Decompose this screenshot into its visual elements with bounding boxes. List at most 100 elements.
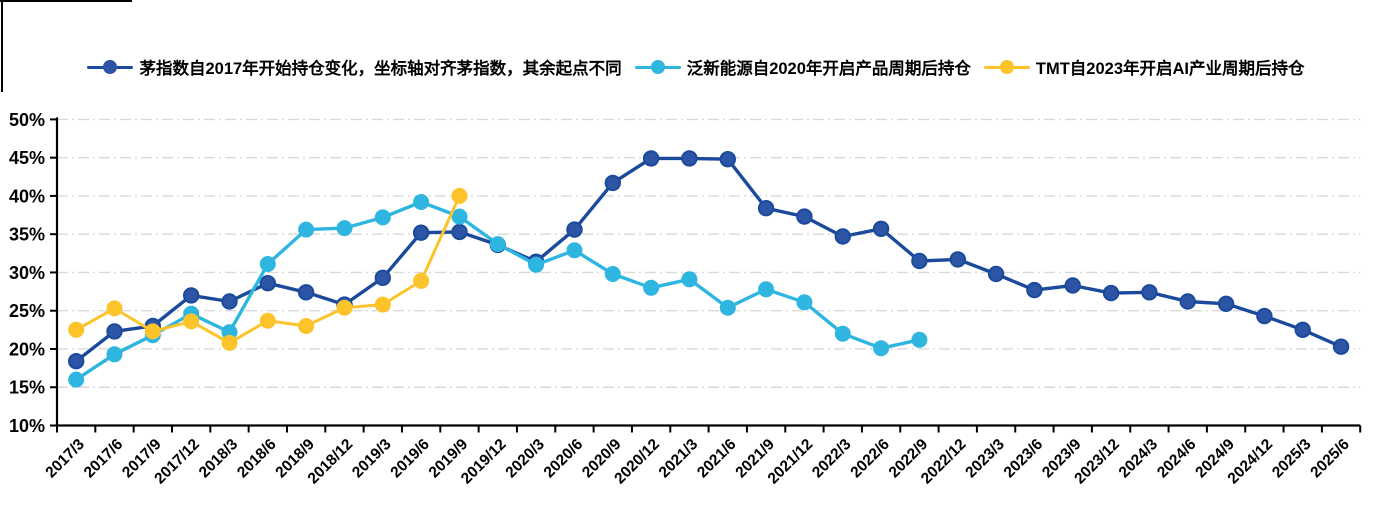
data-point: [1256, 307, 1273, 325]
data-point: [106, 300, 123, 317]
data-point: [796, 208, 813, 225]
data-point: [259, 275, 276, 292]
figure-border-top: [0, 0, 132, 2]
data-point: [489, 236, 506, 253]
data-point: [1026, 281, 1043, 299]
data-point: [68, 353, 85, 370]
series-1: [68, 194, 928, 388]
series-2: [68, 187, 468, 351]
data-point: [1217, 295, 1235, 312]
legend-marker-tmt-icon: [983, 60, 1030, 75]
data-point: [872, 220, 890, 238]
x-tick-label: 2021/6: [694, 436, 740, 482]
data-point: [566, 242, 583, 259]
y-tick-label: 25%: [9, 301, 45, 321]
series-0: [68, 150, 1350, 370]
data-point: [68, 371, 85, 388]
x-tick-label: 2021/3: [656, 436, 702, 482]
data-point: [221, 293, 238, 310]
data-point: [106, 346, 123, 363]
data-point: [1141, 284, 1158, 301]
y-tick-label: 35%: [9, 225, 45, 245]
x-axis-ticks: 2017/32017/62017/92017/122018/32018/6201…: [42, 425, 1362, 487]
data-point: [1179, 293, 1196, 310]
x-tick-label: 2017/3: [42, 436, 88, 482]
data-point: [183, 287, 200, 304]
x-tick-label: 2025/6: [1307, 436, 1353, 482]
data-point: [413, 194, 430, 210]
y-tick-label: 15%: [9, 378, 45, 398]
x-tick-label: 2019/3: [349, 436, 395, 482]
x-tick-label: 2024/3: [1116, 436, 1162, 482]
data-point: [298, 221, 315, 238]
data-point: [1102, 284, 1120, 302]
legend-label-tmt: TMT自2023年开启AI产业周期后持仓: [1035, 60, 1305, 78]
data-point: [949, 251, 966, 268]
data-point: [144, 323, 161, 340]
data-point: [873, 340, 890, 357]
data-point: [1294, 321, 1311, 338]
legend-label-new-energy: 泛新能源自2020年开启产品周期后持仓: [686, 60, 971, 78]
legend-item-mao-index: 茅指数自2017年开始持仓变化，坐标轴对齐茅指数，其余起点不同: [87, 55, 622, 79]
data-point: [451, 223, 468, 241]
legend-label-mao-index: 茅指数自2017年开始持仓变化，坐标轴对齐茅指数，其余起点不同: [139, 60, 622, 78]
data-point: [336, 220, 353, 237]
data-point: [757, 200, 775, 217]
x-tick-label: 2018/6: [234, 436, 280, 482]
data-point: [1064, 277, 1081, 294]
x-tick-label: 2025/3: [1269, 436, 1315, 482]
x-tick-label: 2022/6: [847, 436, 893, 482]
y-tick-label: 20%: [9, 339, 45, 359]
data-point: [604, 266, 621, 282]
data-point: [183, 313, 200, 330]
data-point: [451, 208, 468, 225]
data-point: [259, 256, 276, 272]
data-point: [681, 271, 698, 288]
x-tick-label: 2018/3: [196, 436, 242, 482]
axes: [55, 117, 1361, 427]
x-tick-label: 2022/3: [809, 436, 855, 482]
legend-marker-mao-index-icon: [87, 60, 134, 75]
data-point: [758, 281, 775, 298]
data-point: [719, 151, 736, 168]
legend-marker-new-energy-icon: [634, 60, 681, 75]
legend-item-tmt: TMT自2023年开启AI产业周期后持仓: [983, 55, 1305, 79]
data-point: [413, 272, 430, 289]
x-tick-label: 2017/6: [81, 436, 127, 482]
data-point: [642, 150, 660, 167]
y-tick-label: 45%: [9, 148, 45, 168]
data-point: [451, 187, 468, 204]
data-point: [604, 174, 621, 192]
data-point: [68, 321, 85, 338]
x-tick-label: 2023/3: [962, 436, 1008, 482]
data-point: [297, 284, 315, 301]
data-point: [412, 224, 430, 241]
x-tick-label: 2020/3: [502, 436, 548, 482]
x-tick-label: 2023/6: [1001, 436, 1047, 482]
data-point: [259, 312, 276, 329]
legend-item-new-energy: 泛新能源自2020年开启产品周期后持仓: [634, 55, 971, 79]
data-point: [1332, 338, 1350, 355]
data-point: [834, 325, 851, 342]
data-point: [336, 299, 353, 316]
figure-border-left: [1, 0, 3, 92]
x-tick-label: 2024/6: [1154, 436, 1200, 482]
y-tick-label: 40%: [9, 186, 45, 206]
x-tick-label: 2020/6: [541, 436, 587, 482]
data-point: [374, 296, 391, 313]
data-point: [719, 299, 736, 316]
data-point: [643, 279, 660, 296]
data-point: [911, 252, 928, 270]
data-point: [911, 331, 928, 348]
data-point: [987, 265, 1005, 283]
series-line-1: [74, 200, 922, 382]
data-point: [566, 221, 583, 238]
data-point: [221, 334, 238, 351]
data-point: [298, 318, 315, 334]
y-tick-label: 30%: [9, 263, 45, 283]
y-tick-label: 50%: [9, 110, 45, 130]
x-tick-label: 2019/6: [387, 436, 433, 482]
chart-legend: 茅指数自2017年开始持仓变化，坐标轴对齐茅指数，其余起点不同 泛新能源自202…: [0, 50, 1392, 84]
data-point: [834, 228, 851, 245]
